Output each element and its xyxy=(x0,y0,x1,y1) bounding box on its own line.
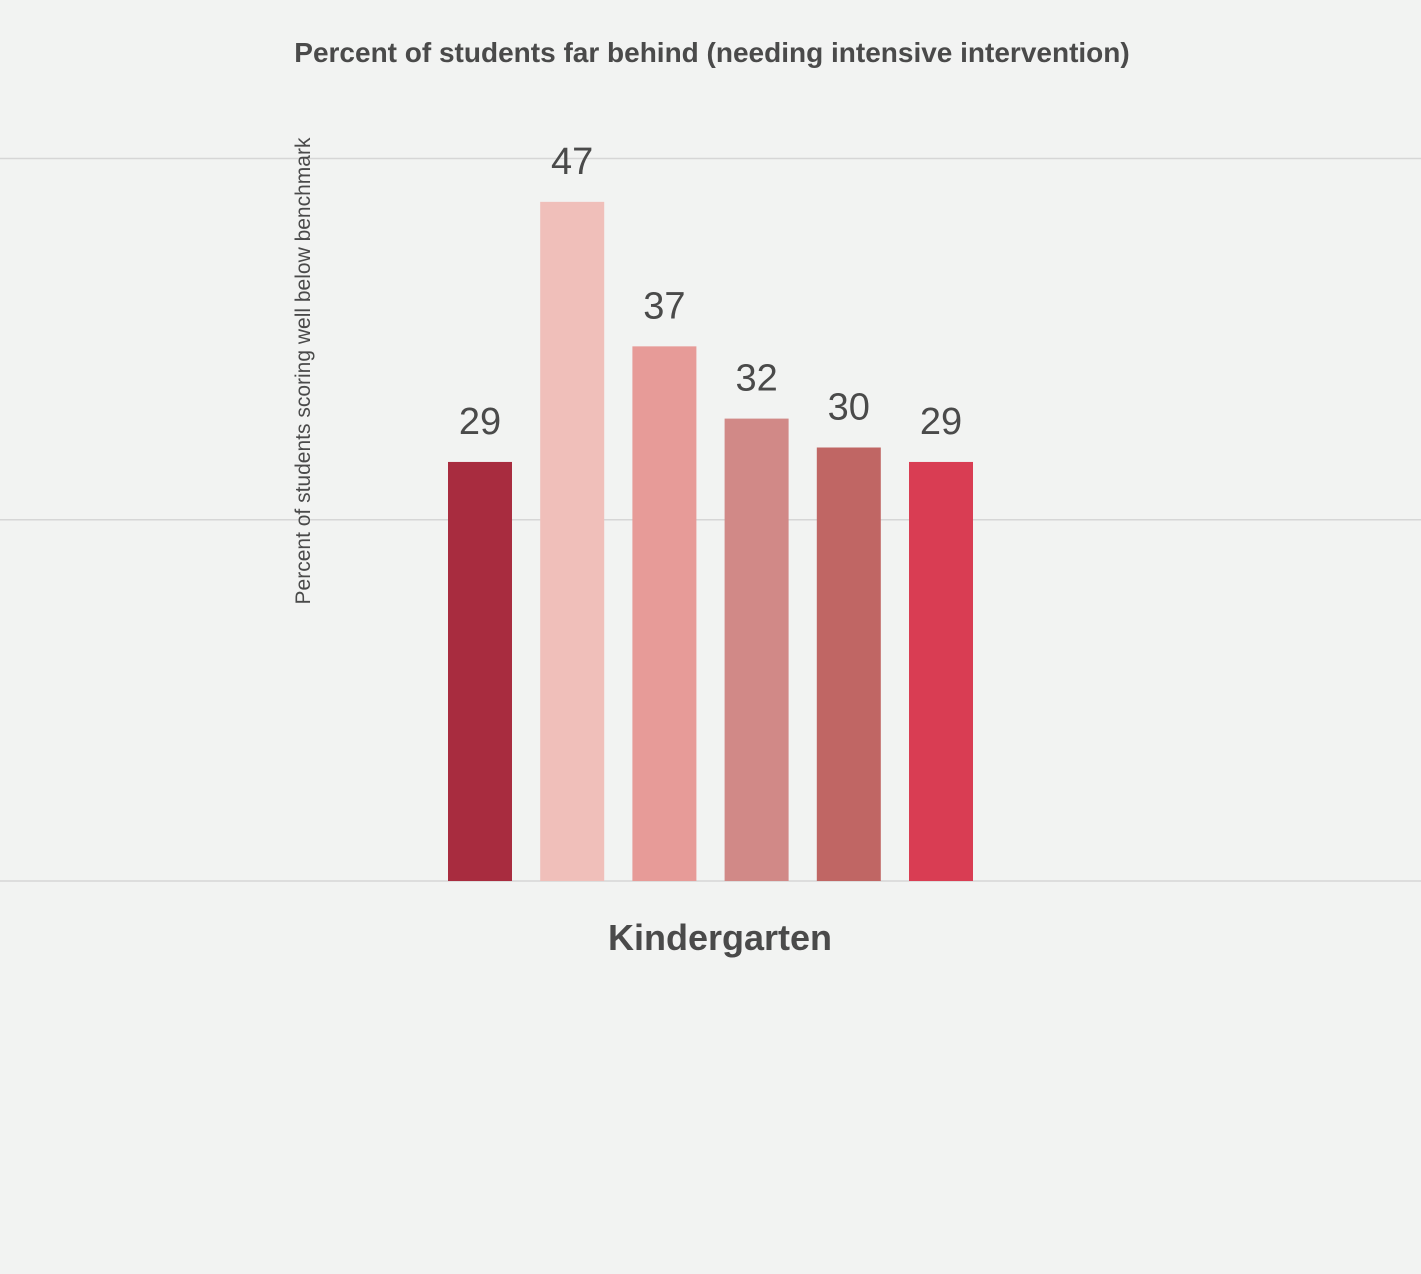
bar-5 xyxy=(909,461,973,881)
bar-value-label-1: 47 xyxy=(551,141,593,183)
category-label-kindergarten: Kindergarten xyxy=(608,917,832,958)
bar-2 xyxy=(632,346,697,882)
bar-value-label-3: 32 xyxy=(735,358,777,400)
chart-title: Percent of students far behind (needing … xyxy=(294,37,1129,68)
bar-0 xyxy=(448,461,512,881)
bar-value-label-0: 29 xyxy=(459,401,501,443)
bar-3 xyxy=(724,418,789,881)
bar-value-label-4: 30 xyxy=(828,387,870,429)
bar-value-label-5: 29 xyxy=(920,401,962,443)
bar-value-labels: 29 47 37 32 30 29 xyxy=(459,141,962,443)
bars xyxy=(448,201,973,882)
bar-4 xyxy=(816,447,881,881)
gridlines xyxy=(0,157,1421,521)
y-axis-label: Percent of students scoring well below b… xyxy=(292,137,315,604)
bar-value-label-2: 37 xyxy=(643,285,685,327)
bar-1 xyxy=(540,201,605,882)
